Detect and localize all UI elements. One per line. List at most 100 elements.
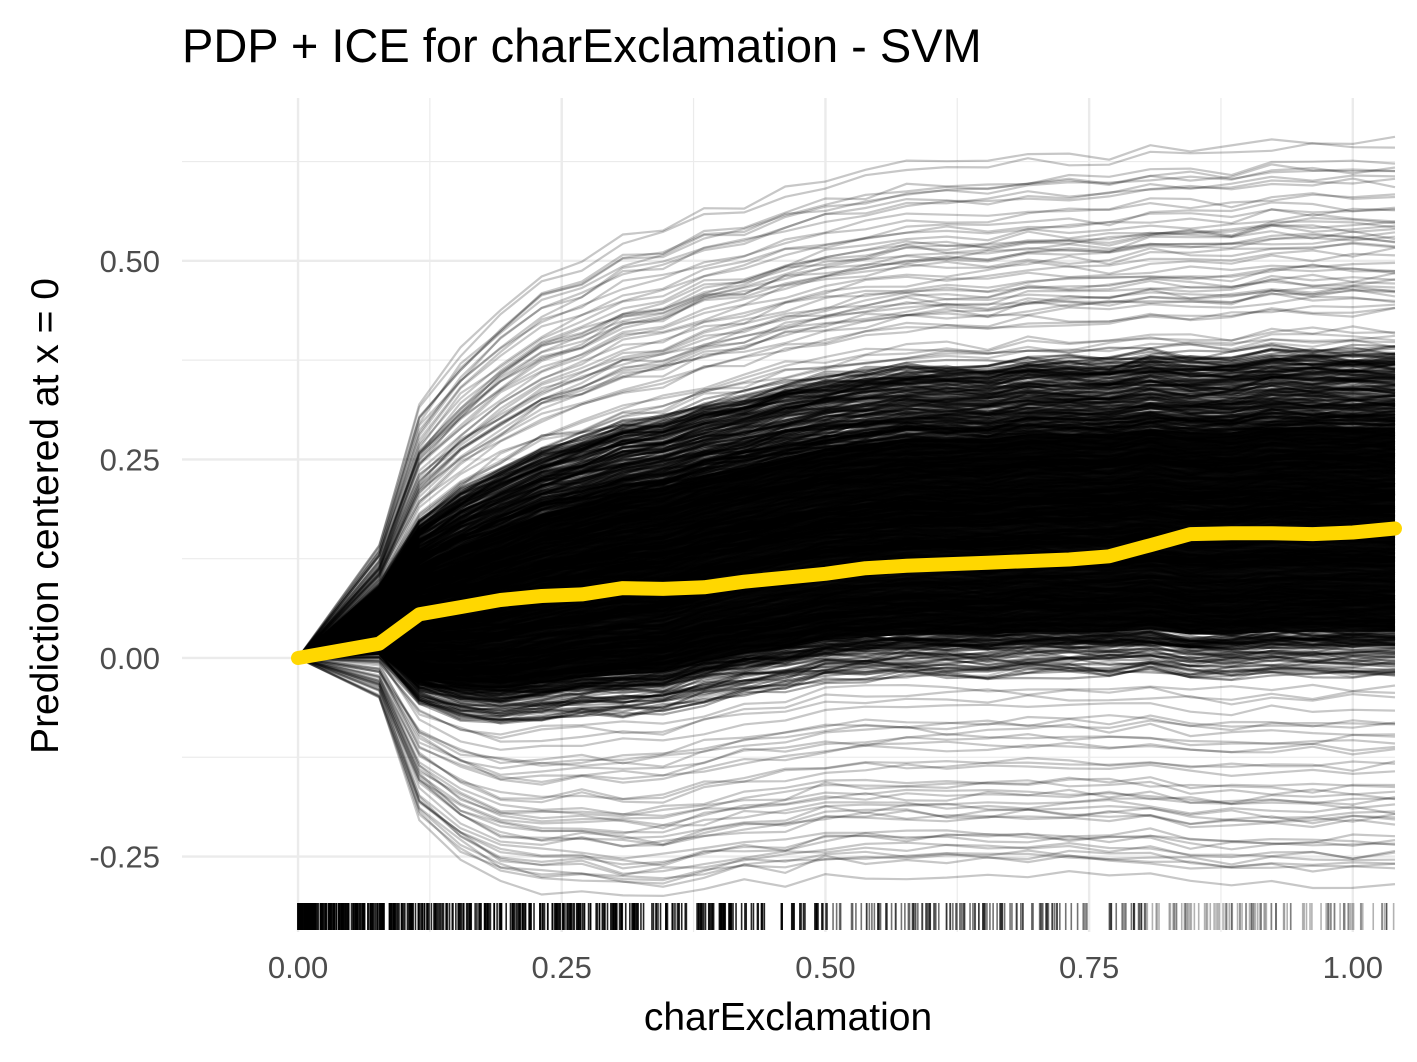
ice-curve: [297, 359, 1396, 659]
ice-curve: [297, 409, 1396, 659]
ice-curve: [297, 366, 1396, 659]
ice-curve: [297, 384, 1396, 659]
y-axis-title: Prediction centered at x = 0: [24, 278, 67, 754]
ice-curve: [297, 359, 1396, 659]
ice-curve: [297, 656, 1396, 717]
ice-curve: [297, 631, 1396, 695]
ice-curve: [297, 412, 1396, 659]
ice-curve: [297, 416, 1396, 659]
ice-curve: [297, 654, 1396, 723]
ice-curve: [297, 378, 1396, 659]
ice-curve: [297, 375, 1396, 659]
ice-curve: [297, 656, 1396, 765]
ice-curve: [297, 640, 1396, 708]
ice-curve: [297, 367, 1396, 659]
ice-curve: [297, 420, 1396, 659]
ice-curve: [297, 274, 1396, 659]
ice-curve: [297, 637, 1396, 698]
ice-curve: [297, 656, 1396, 880]
ice-curve: [297, 177, 1396, 659]
ice-curve: [297, 639, 1396, 703]
ice-curve: [297, 656, 1396, 816]
ice-curve: [297, 375, 1396, 659]
ice-curve: [297, 417, 1396, 659]
ice-curve: [297, 284, 1396, 659]
ice-curve: [297, 363, 1396, 659]
ice-curve: [297, 393, 1396, 659]
ice-curve: [297, 403, 1396, 659]
ice-curve: [297, 386, 1396, 659]
ice-curve: [297, 272, 1396, 659]
ice-curve: [297, 387, 1396, 659]
ice-curve: [297, 380, 1396, 659]
ice-curve: [297, 376, 1396, 659]
ice-curve: [297, 412, 1396, 659]
ice-curve: [297, 360, 1396, 659]
ice-curve: [297, 355, 1396, 659]
ice-curve: [297, 656, 1396, 827]
ice-curve: [297, 402, 1396, 659]
ice-curve: [297, 356, 1396, 659]
ice-curve: [297, 398, 1396, 659]
ice-curve: [297, 375, 1396, 659]
ice-curve: [297, 357, 1396, 659]
ice-curve: [297, 360, 1396, 659]
ice-curve: [297, 409, 1396, 659]
ice-curve: [297, 399, 1396, 659]
x-axis-title: charExclamation: [644, 996, 932, 1039]
ice-curve: [297, 306, 1396, 659]
ice-curve: [297, 378, 1396, 659]
ice-curve: [297, 636, 1396, 697]
ice-curve: [297, 647, 1396, 708]
ice-curve: [297, 391, 1396, 659]
ice-curve: [297, 263, 1396, 659]
ice-curve: [297, 422, 1396, 659]
ice-curve: [297, 387, 1396, 659]
y-tick-label: 0.50: [100, 244, 160, 279]
ice-curve: [297, 410, 1396, 659]
ice-curve: [297, 347, 1396, 659]
ice-curve: [297, 406, 1396, 659]
ice-curve: [297, 206, 1396, 659]
ice-curve: [297, 344, 1396, 659]
ice-curve: [297, 656, 1396, 840]
ice-curve: [297, 166, 1396, 659]
ice-curve: [297, 376, 1396, 659]
ice-curve: [297, 363, 1396, 659]
ice-curve: [297, 371, 1396, 659]
ice-curve: [297, 648, 1396, 713]
ice-curve: [297, 404, 1396, 659]
ice-curve: [297, 644, 1396, 703]
ice-curve: [297, 651, 1396, 715]
ice-curve: [297, 362, 1396, 659]
ice-curve: [297, 636, 1396, 699]
ice-curve: [297, 338, 1396, 659]
ice-curve: [297, 396, 1396, 659]
ice-curve: [297, 631, 1396, 697]
ice-curve: [297, 404, 1396, 659]
ice-curve: [297, 359, 1396, 659]
ice-curve: [297, 352, 1396, 659]
ice-curve: [297, 391, 1396, 659]
ice-curve: [297, 353, 1396, 659]
ice-curve: [297, 397, 1396, 659]
ice-curve: [297, 362, 1396, 659]
ice-curve: [297, 382, 1396, 659]
ice-curve: [297, 415, 1396, 659]
ice-curve: [297, 417, 1396, 659]
ice-curve: [297, 413, 1396, 659]
ice-curve: [297, 405, 1396, 659]
ice-curve: [297, 420, 1396, 659]
ice-curve: [297, 380, 1396, 659]
ice-curve: [297, 631, 1396, 696]
ice-curve: [297, 656, 1396, 725]
ice-curve: [297, 630, 1396, 692]
ice-curve: [297, 656, 1396, 860]
ice-curve: [297, 401, 1396, 659]
ice-curve: [297, 343, 1396, 659]
ice-curve: [297, 357, 1396, 659]
ice-curve: [297, 220, 1396, 659]
plot-area: 0.00 0.25 0.50 0.75 1.00 -0.25 0.00 0.25 0.50: [89, 98, 1402, 985]
ice-curve: [297, 332, 1396, 659]
ice-curve: [297, 652, 1396, 721]
